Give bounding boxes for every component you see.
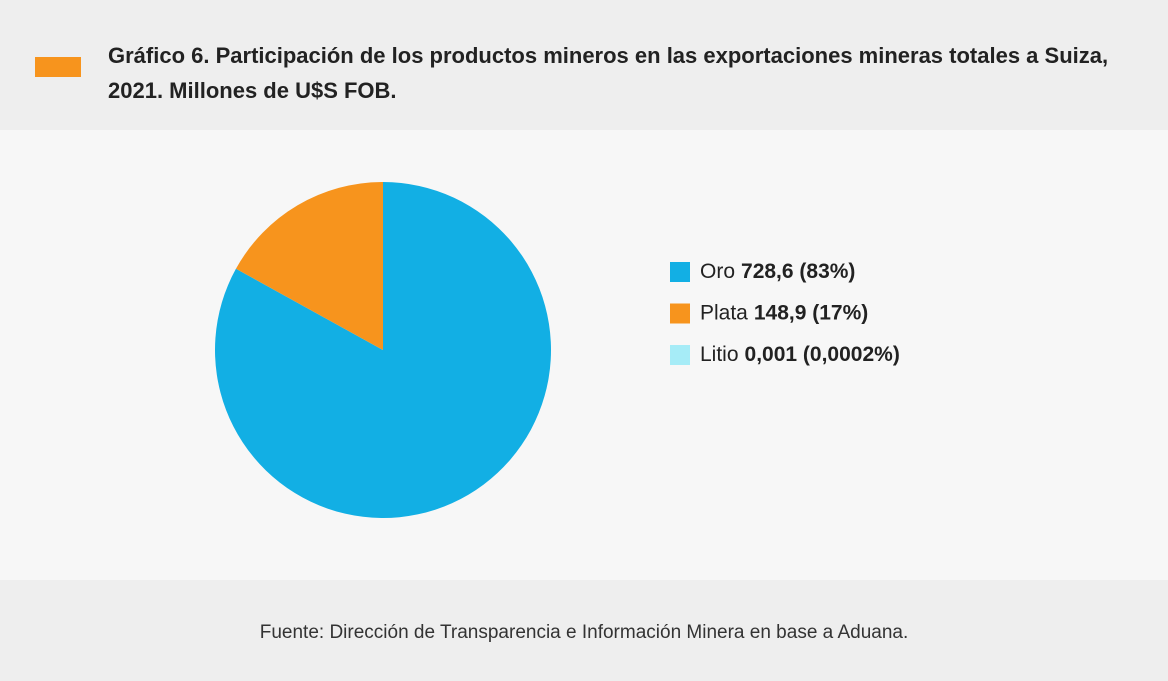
- legend-label: Litio 0,001 (0,0002%): [700, 343, 900, 366]
- header: Gráfico 6. Participación de los producto…: [0, 0, 1168, 130]
- chart: Oro 728,6 (83%) Plata 148,9 (17%) Litio 0,001…: [215, 182, 900, 518]
- legend-value: 728,6 (83%): [741, 260, 855, 283]
- legend-swatch: [670, 303, 690, 324]
- footer: Fuente: Dirección de Transparencia e Inf…: [0, 580, 1168, 681]
- legend-name: Litio: [700, 343, 739, 366]
- legend-label: Oro 728,6 (83%): [700, 260, 855, 283]
- legend-name: Oro: [700, 260, 735, 283]
- legend-value: 148,9 (17%): [754, 301, 868, 324]
- title-badge: [35, 57, 81, 77]
- pie-slice: [235, 182, 383, 350]
- legend-swatch: [670, 345, 690, 365]
- chart-title: Gráfico 6. Participación de los producto…: [108, 43, 1109, 103]
- legend-name: Plata: [700, 301, 748, 324]
- legend-value: 0,001 (0,0002%): [745, 343, 900, 366]
- source-note: Fuente: Dirección de Transparencia e Inf…: [259, 622, 909, 643]
- legend-label: Plata 148,9 (17%): [700, 301, 868, 324]
- legend-swatch: [670, 262, 690, 282]
- pie-slice: [215, 182, 552, 518]
